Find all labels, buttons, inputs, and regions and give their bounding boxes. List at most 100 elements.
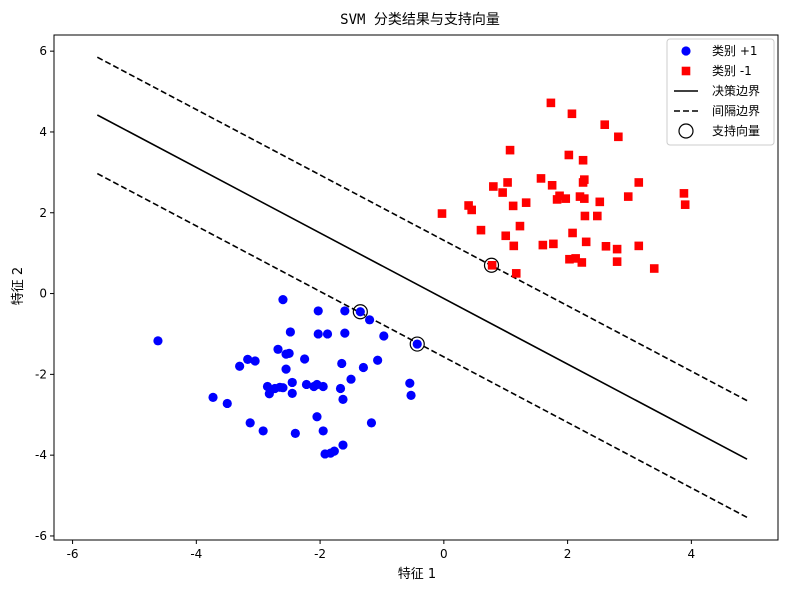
x-tick-label: 4 <box>688 547 696 561</box>
x-axis-label: 特征 1 <box>398 567 436 582</box>
point-class-pos-46 <box>318 426 328 436</box>
point-class-neg-43 <box>571 254 580 263</box>
point-class-neg-31 <box>515 221 525 231</box>
point-class-neg-6 <box>578 155 588 165</box>
point-class-neg-9 <box>578 178 588 187</box>
point-class-pos-1 <box>278 295 288 305</box>
point-class-pos-47 <box>338 440 348 450</box>
point-class-neg-36 <box>549 239 558 249</box>
point-class-neg-13 <box>547 180 557 190</box>
point-class-neg-34 <box>501 231 511 241</box>
point-class-pos-23 <box>346 374 356 384</box>
point-class-neg-37 <box>538 240 548 250</box>
legend-label: 支持向量 <box>712 123 760 138</box>
point-class-pos-14 <box>281 349 291 359</box>
x-tick-label: 0 <box>440 547 448 561</box>
point-class-neg-2 <box>600 120 610 129</box>
legend-label: 间隔边界 <box>712 104 760 118</box>
point-class-pos-44 <box>258 426 268 436</box>
point-class-pos-41 <box>312 412 322 422</box>
point-class-neg-3 <box>614 132 623 142</box>
point-class-neg-39 <box>601 241 611 251</box>
point-class-pos-34 <box>335 383 346 394</box>
point-class-neg-21 <box>623 192 633 201</box>
point-class-pos-37 <box>208 392 218 402</box>
x-axis: -6 -4 -2 0 2 4 <box>67 540 696 561</box>
point-class-neg-15 <box>679 189 689 198</box>
y-axis: -6 -4 -2 0 2 4 6 <box>35 44 54 543</box>
point-class-pos-9 <box>340 328 350 338</box>
point-class-neg-33 <box>568 228 577 238</box>
point-class-neg-17 <box>575 192 585 201</box>
y-tick-label: -2 <box>35 367 47 381</box>
x-tick-label: -4 <box>190 547 202 561</box>
point-class-neg-46 <box>487 260 497 270</box>
point-class-pos-0 <box>153 336 163 346</box>
plot-frame <box>53 34 779 541</box>
point-class-neg-11 <box>503 178 512 187</box>
point-class-neg-45 <box>612 257 622 266</box>
point-class-pos-8 <box>322 329 333 339</box>
point-class-neg-40 <box>634 241 644 251</box>
point-class-neg-38 <box>509 241 519 251</box>
legend-marker-pos <box>681 46 691 56</box>
point-class-pos-39 <box>406 390 416 400</box>
point-class-pos-29 <box>309 381 319 392</box>
legend-label: 类别 -1 <box>712 64 752 78</box>
point-class-neg-35 <box>581 237 591 247</box>
point-class-pos-18 <box>373 355 383 365</box>
point-class-pos-6 <box>285 327 295 337</box>
x-tick-label: 2 <box>564 547 572 561</box>
point-class-pos-28 <box>318 381 328 392</box>
point-class-pos-15 <box>243 354 253 365</box>
point-class-neg-44 <box>577 258 587 267</box>
point-class-neg-18 <box>580 194 589 203</box>
point-class-neg-29 <box>580 211 590 221</box>
point-class-pos-25 <box>287 377 297 388</box>
point-class-pos-40 <box>222 398 232 409</box>
point-class-pos-45 <box>290 428 300 438</box>
point-class-pos-26 <box>301 379 312 390</box>
legend-label: 类别 +1 <box>712 44 758 58</box>
point-class-pos-10 <box>379 331 389 341</box>
y-axis-label: 特征 2 <box>11 267 26 305</box>
point-class-neg-5 <box>564 150 574 160</box>
point-class-pos-32 <box>262 381 273 392</box>
y-tick-label: 4 <box>39 125 47 139</box>
point-class-neg-14 <box>498 188 507 197</box>
point-class-neg-41 <box>612 244 622 254</box>
y-tick-label: -4 <box>35 448 47 462</box>
point-class-neg-47 <box>649 264 659 273</box>
point-class-neg-10 <box>634 178 644 187</box>
support-vector-0 <box>352 304 368 320</box>
point-class-pos-50 <box>320 449 330 459</box>
point-class-neg-12 <box>489 182 498 191</box>
point-class-neg-0 <box>546 98 556 108</box>
point-class-pos-22 <box>358 362 369 373</box>
point-class-neg-32 <box>476 225 486 235</box>
point-class-neg-26 <box>595 197 605 207</box>
point-class-pos-43 <box>366 418 377 428</box>
point-class-pos-16 <box>250 356 260 366</box>
point-class-pos-7 <box>313 329 323 339</box>
point-class-neg-42 <box>565 254 574 264</box>
point-class-pos-38 <box>338 394 348 405</box>
point-class-neg-24 <box>508 201 518 211</box>
y-tick-label: 0 <box>39 287 47 301</box>
point-class-neg-22 <box>521 198 531 207</box>
margin-boundary-line-1 <box>96 56 748 402</box>
legend-label: 决策边界 <box>712 84 760 98</box>
legend-marker-sv <box>678 123 694 139</box>
point-class-pos-17 <box>300 354 310 364</box>
point-class-neg-30 <box>593 211 602 221</box>
point-class-neg-23 <box>464 201 473 210</box>
point-class-neg-25 <box>467 205 476 215</box>
y-tick-label: 6 <box>39 44 47 58</box>
point-class-neg-27 <box>680 200 690 209</box>
point-class-pos-42 <box>245 418 255 428</box>
point-class-pos-3 <box>340 306 350 316</box>
point-class-neg-19 <box>552 195 562 204</box>
point-class-pos-11 <box>412 339 422 349</box>
